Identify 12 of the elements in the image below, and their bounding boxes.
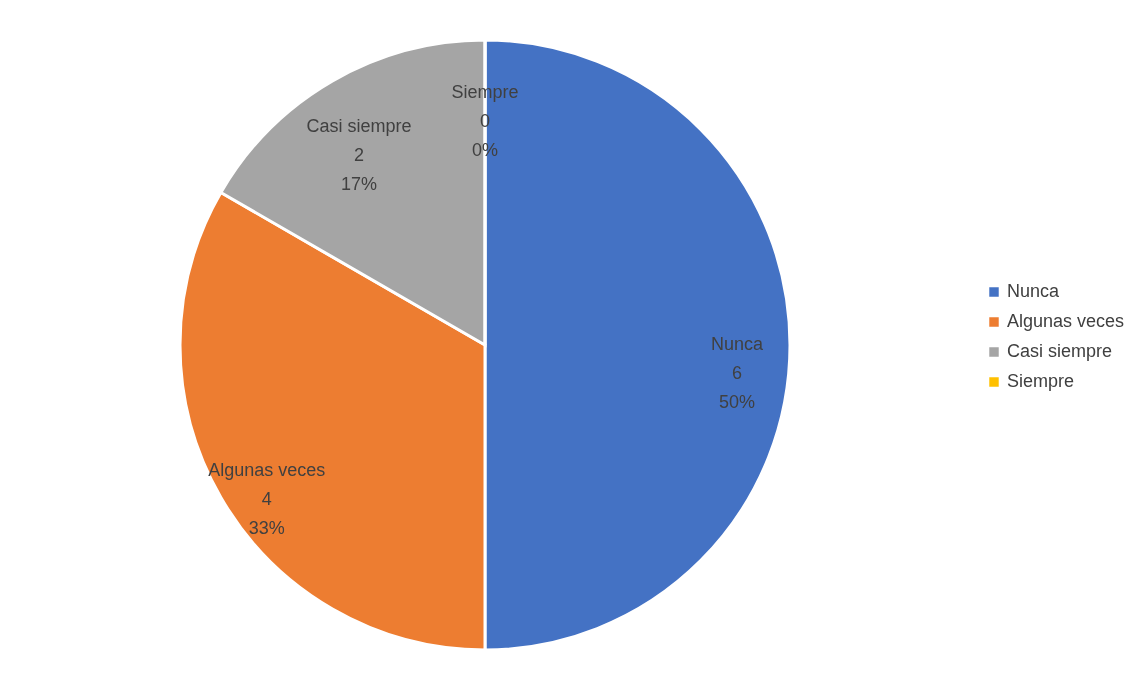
category-label: Siempre — [451, 82, 519, 102]
legend-label: Algunas veces — [1007, 311, 1125, 331]
slice-label: Nunca — [710, 334, 764, 354]
legend-label: Casi siempre — [1007, 341, 1113, 361]
data-label: 4 33% — [248, 489, 285, 538]
slice-label: Algunas veces — [208, 460, 326, 480]
data-label: 6 50% — [718, 363, 756, 412]
legend-label: Nunca — [1007, 281, 1061, 301]
legend-label: Siempre — [1007, 371, 1075, 391]
slice-label: Casi siempre — [306, 115, 412, 136]
text: 0 0% — [471, 111, 499, 160]
data-label: 2 17% — [340, 144, 378, 194]
